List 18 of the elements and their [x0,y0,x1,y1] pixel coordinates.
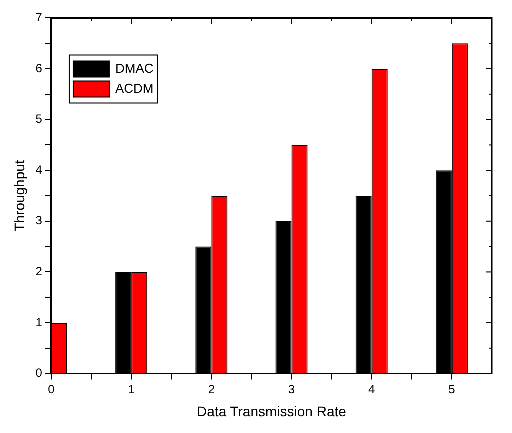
y-axis-title: Throughput [11,160,28,232]
y-tick-label: 1 [36,315,43,330]
x-axis-title: Data Transmission Rate [197,403,347,420]
x-tick-label: 5 [448,382,456,396]
y-tick-label: 7 [36,10,43,25]
x-tick-label: 0 [48,382,56,396]
legend-label: ACDM [115,80,154,96]
y-tick-label: 3 [36,214,43,228]
y-tick-label: 5 [36,112,43,126]
y-tick-label: 2 [36,264,43,279]
x-tick-label: 1 [128,382,136,396]
legend-label: DMAC [115,60,154,76]
y-tick-label: 6 [36,61,43,76]
x-tick-label: 2 [208,382,216,396]
x-tick-label: 4 [368,382,376,396]
y-tick-label: 0 [36,366,43,380]
x-tick-label: 3 [288,382,296,396]
y-tick-label: 4 [36,162,43,177]
